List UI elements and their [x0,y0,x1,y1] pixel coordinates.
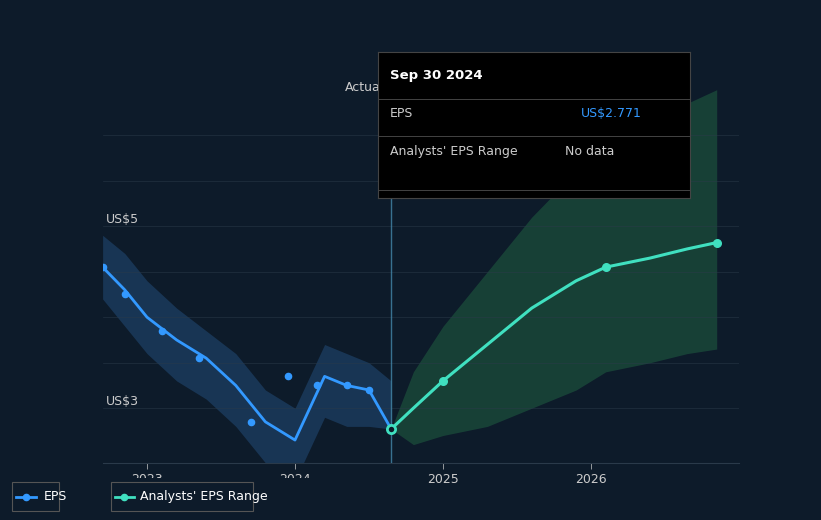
Text: EPS: EPS [44,490,67,503]
Text: Actual: Actual [345,81,383,94]
Point [362,386,375,394]
Point [310,381,323,389]
Point [340,381,353,389]
Text: US$2.771: US$2.771 [580,107,641,120]
Point [710,238,723,247]
Text: No data: No data [565,145,614,158]
Point [118,492,131,501]
Point [599,263,612,271]
Text: US$3: US$3 [106,395,139,408]
Point [118,290,131,298]
Text: Sep 30 2024: Sep 30 2024 [390,70,483,83]
Text: Analysts' EPS Range: Analysts' EPS Range [140,490,268,503]
Point [384,425,397,433]
Point [244,418,257,426]
Point [437,376,450,385]
Point [384,425,397,433]
Point [20,492,33,501]
Point [155,327,168,335]
Text: Analysts Forecasts: Analysts Forecasts [398,81,515,94]
FancyBboxPatch shape [111,482,253,511]
Point [281,372,294,381]
Text: Analysts' EPS Range: Analysts' EPS Range [390,145,518,158]
Point [192,354,205,362]
Point [96,263,109,271]
FancyBboxPatch shape [12,482,59,511]
Text: US$5: US$5 [106,213,139,226]
Text: EPS: EPS [390,107,414,120]
